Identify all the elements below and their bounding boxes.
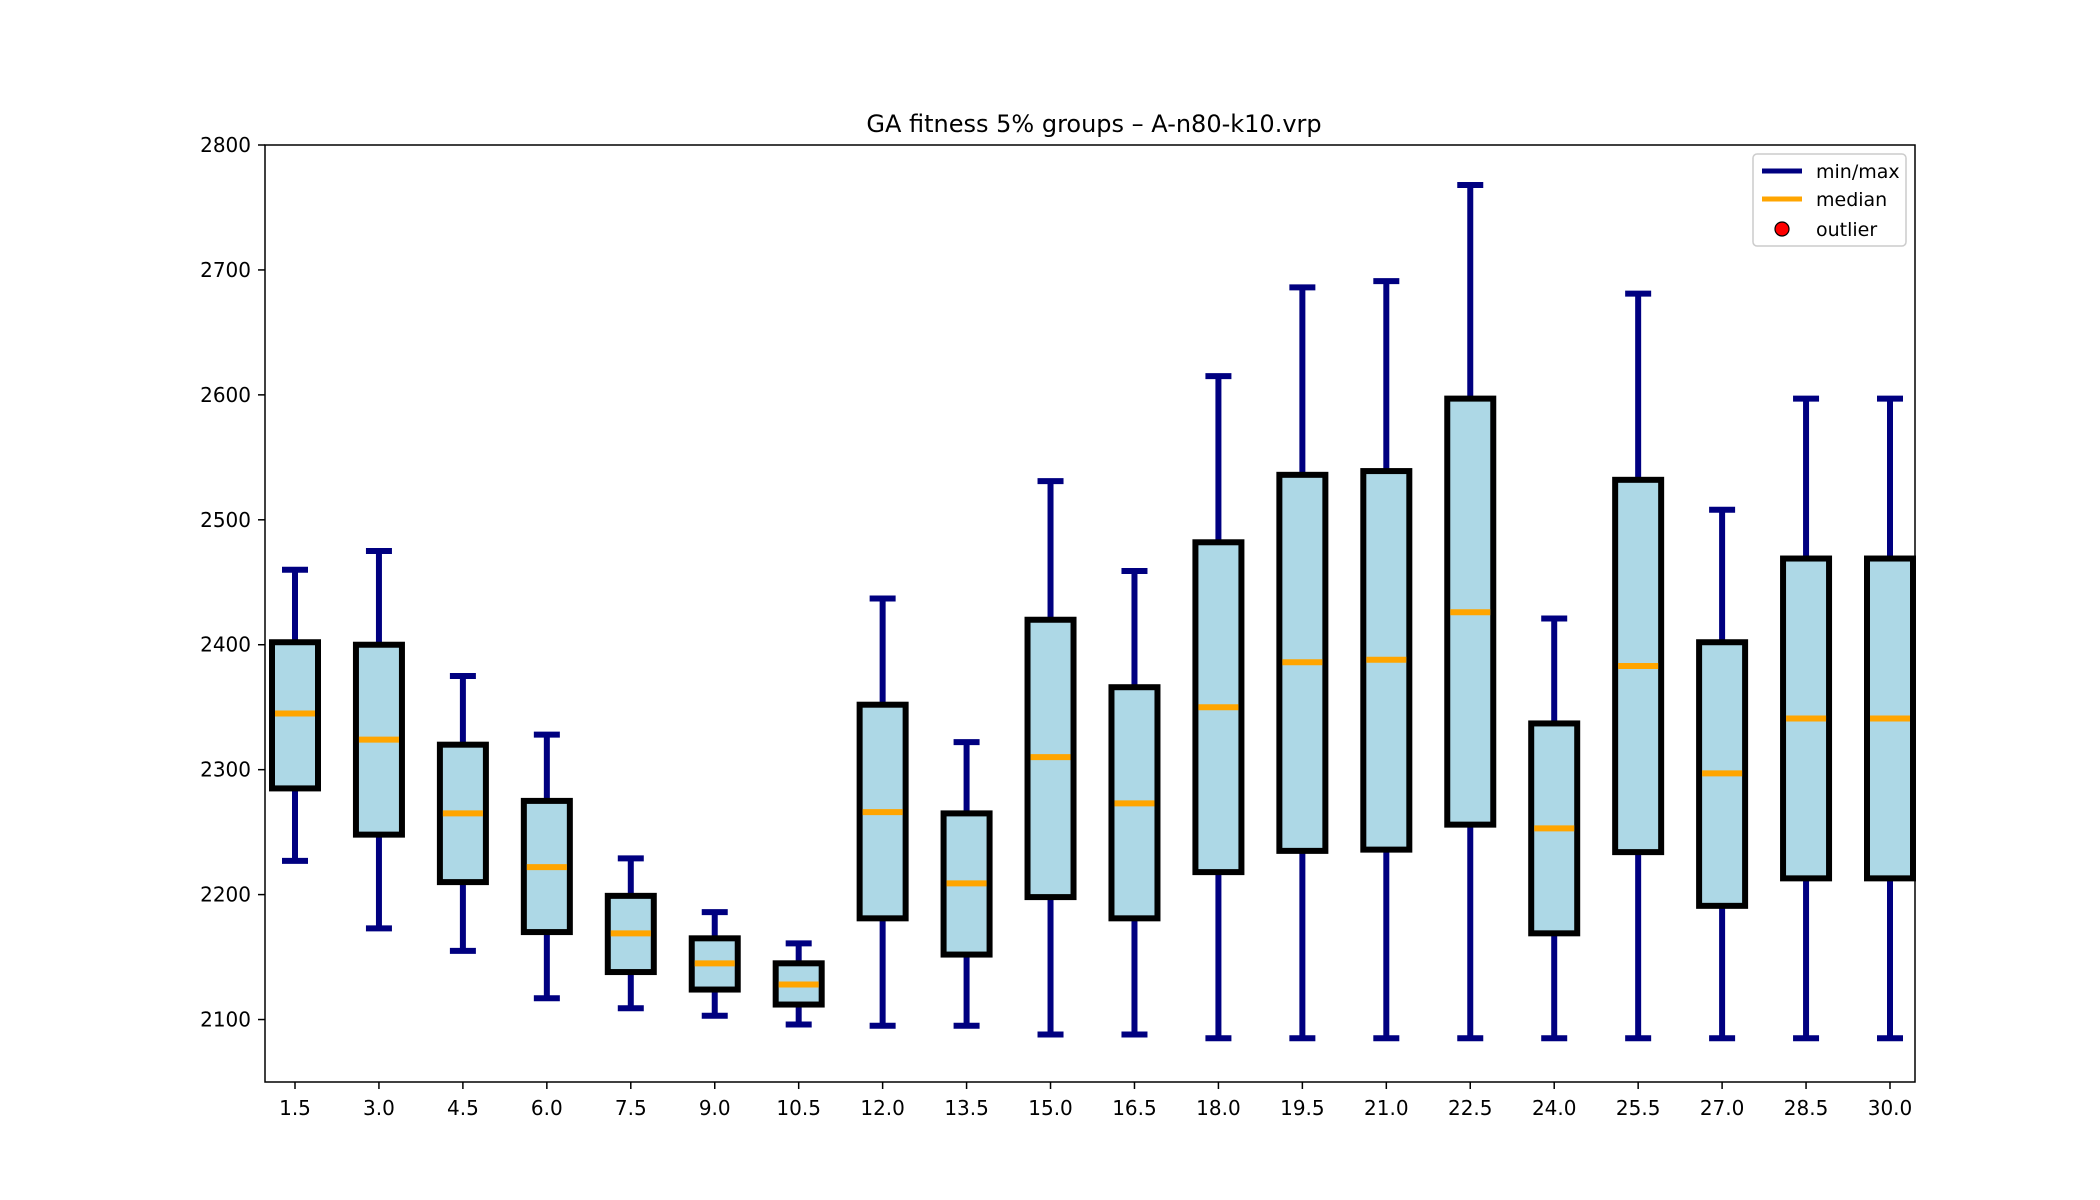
- x-tick-label: 7.5: [615, 1096, 647, 1120]
- y-axis: 2100 2200 2300 2400 2500 2600 2700 2800: [200, 133, 265, 1032]
- box-series: [269, 181, 1916, 1042]
- y-tick-label: 2300: [200, 758, 251, 782]
- box-6.0: [520, 731, 573, 1002]
- y-tick-label: 2600: [200, 383, 251, 407]
- box-22.5: [1444, 181, 1497, 1042]
- x-tick-label: 22.5: [1448, 1096, 1493, 1120]
- y-tick-label: 2500: [200, 508, 251, 532]
- legend-outlier-swatch: [1774, 221, 1790, 237]
- x-tick-label: 21.0: [1364, 1096, 1409, 1120]
- legend-minmax-label: min/max: [1816, 161, 1900, 183]
- box-4.5: [436, 672, 489, 954]
- x-tick-label: 9.0: [699, 1096, 731, 1120]
- x-tick-label: 6.0: [531, 1096, 563, 1120]
- box-1.5: [269, 566, 321, 864]
- box-9.0: [688, 909, 741, 1019]
- x-tick-label: 30.0: [1868, 1096, 1913, 1120]
- box-3.0: [352, 548, 405, 932]
- x-tick-label: 4.5: [447, 1096, 479, 1120]
- x-tick-label: 27.0: [1700, 1096, 1745, 1120]
- box-28.5: [1780, 395, 1833, 1042]
- box-10.5: [772, 940, 825, 1028]
- legend-frame: [1752, 153, 1907, 247]
- legend-outlier-label: outlier: [1816, 219, 1877, 241]
- box-18.0: [1192, 373, 1245, 1042]
- box-21.0: [1360, 278, 1413, 1042]
- y-tick-label: 2200: [200, 883, 251, 907]
- x-tick-label: 16.5: [1112, 1096, 1157, 1120]
- legend: min/max median outlier: [1752, 153, 1907, 247]
- x-tick-label: 19.5: [1280, 1096, 1325, 1120]
- x-tick-label: 3.0: [363, 1096, 395, 1120]
- x-tick-label: 10.5: [776, 1096, 821, 1120]
- box-24.0: [1528, 615, 1581, 1042]
- x-tick-label: 15.0: [1028, 1096, 1073, 1120]
- chart-title: GA fitness 5% groups – A-n80-k10.vrp: [866, 110, 1321, 138]
- x-tick-label: 28.5: [1784, 1096, 1829, 1120]
- y-tick-label: 2800: [200, 133, 251, 157]
- y-tick-label: 2100: [200, 1008, 251, 1032]
- box-7.5: [604, 855, 657, 1012]
- box-15.0: [1024, 478, 1077, 1038]
- legend-median-label: median: [1816, 189, 1887, 211]
- x-tick-label: 13.5: [944, 1096, 989, 1120]
- x-tick-label: 25.5: [1616, 1096, 1661, 1120]
- box-12.0: [856, 595, 909, 1029]
- y-tick-label: 2400: [200, 633, 251, 657]
- box-30.0: [1864, 395, 1916, 1042]
- x-tick-label: 12.0: [860, 1096, 905, 1120]
- plot-area-frame: [264, 144, 1916, 1083]
- x-tick-label: 24.0: [1532, 1096, 1577, 1120]
- box-19.5: [1276, 284, 1329, 1042]
- x-axis: 1.5 3.0 4.5 6.0 7.5 9.0 10.5 12.0 13.5 15.0 16.5 18…: [279, 1082, 1912, 1120]
- box-13.5: [940, 739, 993, 1029]
- box-16.5: [1108, 568, 1161, 1038]
- box-27.0: [1696, 506, 1749, 1042]
- y-tick-label: 2700: [200, 258, 251, 282]
- box-25.5: [1612, 290, 1665, 1042]
- x-tick-label: 1.5: [279, 1096, 311, 1120]
- x-tick-label: 18.0: [1196, 1096, 1241, 1120]
